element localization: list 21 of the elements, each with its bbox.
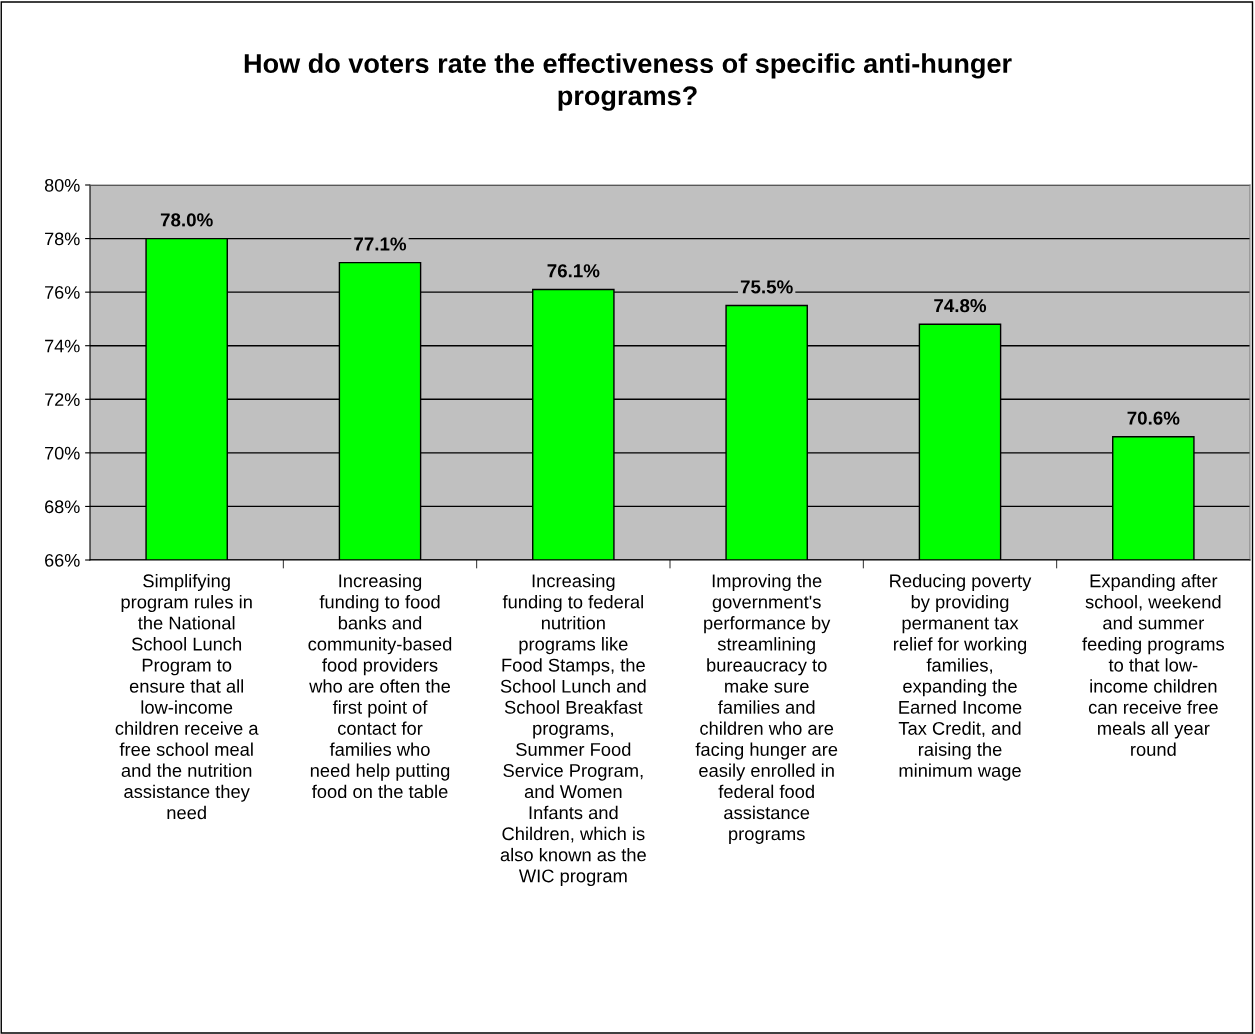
data-label: 70.6% (1127, 411, 1180, 425)
category-label: Reducing poverty by providing permanent tax relief for working families, expanding the Earned Income Tax Credit, and raising the minimum wage (890, 573, 1032, 781)
y-tick-label: 76% (45, 286, 80, 299)
chart-title: How do voters rate the effectiveness of specific anti-hunger programs? (244, 53, 1012, 111)
y-tick-label: 66% (45, 553, 80, 567)
y-tick-label: 78% (45, 232, 80, 246)
y-tick-label: 80% (44, 178, 80, 192)
y-tick-label: 68% (45, 500, 80, 514)
data-label: 78.0% (160, 213, 213, 227)
category-label: Increasing funding to federal nutrition programs like Food Stamps, the School Lunch and School Breakfast programs, Summer Food Service Program, and Women Infants and Children, which is also known as the WIC program (500, 573, 646, 887)
data-label: 75.5% (740, 280, 793, 294)
data-label: 77.1% (354, 237, 407, 251)
category-label: Simplifying program rules in the National School Lunch Program to ensure that all low-income children receive a free school meal and the nutrition assistance they need (115, 573, 259, 820)
category-label: Improving the government's performance by streamlining bureaucracy to make sure families and children who are facing hunger are easily enrolled in federal food assistance programs (695, 573, 838, 844)
data-label: 76.1% (547, 264, 600, 278)
y-tick-label: 70% (45, 446, 80, 460)
y-tick-label: 72% (45, 393, 80, 406)
y-tick-label: 74% (45, 339, 80, 353)
category-label: Expanding after school, weekend and summer feeding programs to that low- income children can receive free meals all year round (1082, 573, 1225, 756)
data-label: 74.8% (934, 298, 987, 313)
category-label: Increasing funding to food banks and community-based food providers who are often the first point of contact for families who need help putting food on the table (308, 573, 452, 799)
